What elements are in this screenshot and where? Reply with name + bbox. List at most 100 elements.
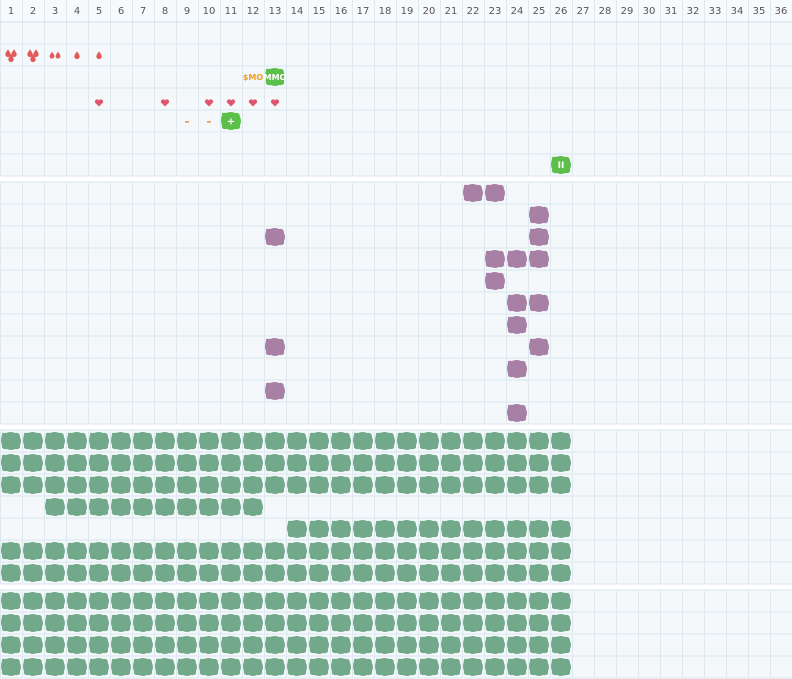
column-number: 8 [162, 6, 168, 17]
green-block [287, 432, 307, 450]
green-block [265, 542, 285, 560]
green-block [353, 520, 373, 538]
green-block [507, 658, 527, 676]
green-block [177, 614, 197, 632]
green-block [397, 592, 417, 610]
green-block [23, 614, 43, 632]
badge-label: II [558, 161, 565, 171]
drop-icon [30, 54, 36, 63]
green-block [155, 592, 175, 610]
green-block [331, 564, 351, 582]
green-block [243, 476, 263, 494]
green-block [45, 592, 65, 610]
green-block [111, 432, 131, 450]
green-block [353, 614, 373, 632]
green-block [177, 498, 197, 516]
green-block [265, 476, 285, 494]
green-block [419, 520, 439, 538]
purple-block [485, 272, 505, 290]
green-block [419, 542, 439, 560]
green-block [177, 476, 197, 494]
green-block [265, 614, 285, 632]
green-block [177, 658, 197, 676]
column-number: 14 [291, 6, 304, 17]
green-block [89, 592, 109, 610]
heart-icon [204, 99, 214, 107]
green-block [309, 592, 329, 610]
green-block [221, 432, 241, 450]
green-block [419, 636, 439, 654]
green-block [287, 542, 307, 560]
green-block [1, 454, 21, 472]
green-block [221, 476, 241, 494]
green-block [133, 454, 153, 472]
green-block [133, 564, 153, 582]
column-number: 5 [96, 6, 102, 17]
badge-label: $MO [243, 73, 264, 82]
green-block [287, 592, 307, 610]
green-block [331, 592, 351, 610]
green-block [419, 476, 439, 494]
green-block [67, 454, 87, 472]
column-number: 20 [423, 6, 436, 17]
green-block [331, 454, 351, 472]
green-block [309, 636, 329, 654]
purple-block [485, 250, 505, 268]
green-block [45, 432, 65, 450]
green-block [441, 432, 461, 450]
green-block [485, 592, 505, 610]
drop-icon [5, 49, 11, 58]
purple-block [507, 360, 527, 378]
green-block [155, 564, 175, 582]
green-block [67, 432, 87, 450]
green-block [287, 476, 307, 494]
badge-background [265, 68, 285, 86]
green-block [111, 454, 131, 472]
column-number: 4 [74, 6, 80, 17]
green-block [199, 614, 219, 632]
green-block [529, 564, 549, 582]
green-block [375, 432, 395, 450]
green-block [265, 454, 285, 472]
green-block [89, 636, 109, 654]
green-block [463, 592, 483, 610]
green-block [177, 454, 197, 472]
column-number: 34 [731, 6, 744, 17]
green-block [133, 592, 153, 610]
green-block [551, 614, 571, 632]
green-block [441, 520, 461, 538]
green-block [529, 542, 549, 560]
green-block [287, 454, 307, 472]
green-block [177, 542, 197, 560]
green-block [397, 564, 417, 582]
column-number: 25 [533, 6, 546, 17]
green-block [309, 564, 329, 582]
green-block [309, 658, 329, 676]
green-block [1, 542, 21, 560]
green-block [529, 520, 549, 538]
column-number: 10 [203, 6, 216, 17]
green-block [89, 476, 109, 494]
green-block [463, 542, 483, 560]
green-block [529, 592, 549, 610]
green-block [529, 454, 549, 472]
green-block [221, 542, 241, 560]
green-block [199, 658, 219, 676]
green-block [221, 498, 241, 516]
green-block [441, 454, 461, 472]
green-block [243, 454, 263, 472]
column-number: 1 [8, 6, 14, 17]
purple-block [463, 184, 483, 202]
green-block [221, 614, 241, 632]
drop-icon [27, 49, 33, 58]
green-block [155, 432, 175, 450]
green-block [441, 476, 461, 494]
green-block [89, 542, 109, 560]
green-block [507, 614, 527, 632]
green-block [111, 636, 131, 654]
purple-block [265, 228, 285, 246]
green-block [23, 432, 43, 450]
green-block [67, 476, 87, 494]
green-block [485, 542, 505, 560]
green-block [441, 592, 461, 610]
